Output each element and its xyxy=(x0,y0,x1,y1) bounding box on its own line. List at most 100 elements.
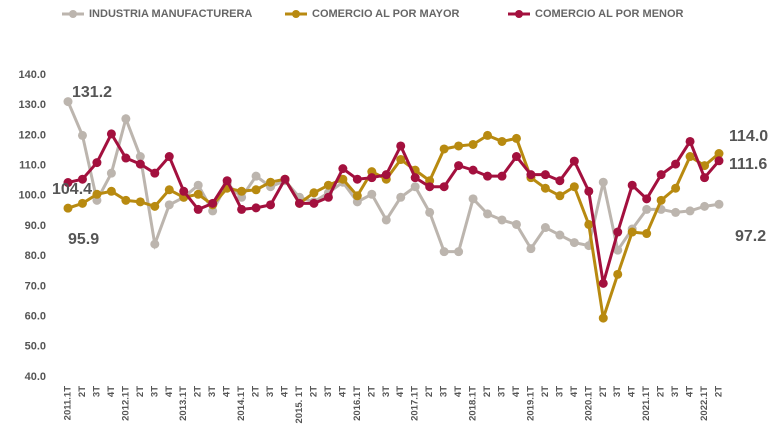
y-tick-label: 100.0 xyxy=(18,190,46,202)
data-point xyxy=(497,136,507,146)
data-point xyxy=(613,245,623,255)
x-tick-label: 2011.1T xyxy=(63,386,74,421)
data-point xyxy=(251,203,261,213)
x-tick-label: 2013.1T xyxy=(178,386,189,421)
data-point xyxy=(381,170,391,180)
data-point xyxy=(497,215,507,225)
series-line xyxy=(67,130,721,284)
data-point xyxy=(569,156,579,166)
data-point xyxy=(584,186,594,196)
data-point xyxy=(135,197,145,207)
x-tick-label: 2T xyxy=(656,386,667,397)
data-point xyxy=(627,227,637,237)
data-point xyxy=(77,130,87,140)
y-tick-label: 60.0 xyxy=(25,311,46,323)
data-point xyxy=(671,159,681,169)
data-point xyxy=(540,183,550,193)
data-point xyxy=(598,177,608,187)
x-tick-label: 2T xyxy=(308,386,319,397)
data-point xyxy=(642,204,652,214)
x-tick-label: 4T xyxy=(280,386,291,397)
x-tick-label: 4T xyxy=(337,386,348,397)
annotation: 111.6 xyxy=(729,156,767,173)
data-point xyxy=(569,238,579,248)
y-tick-label: 50.0 xyxy=(25,341,46,353)
data-point xyxy=(323,192,333,202)
data-point xyxy=(468,194,478,204)
data-point xyxy=(396,192,406,202)
data-point xyxy=(685,152,695,162)
data-point xyxy=(121,114,131,124)
data-point xyxy=(251,185,261,195)
data-point xyxy=(193,180,203,190)
data-point xyxy=(454,161,464,171)
data-point xyxy=(700,173,710,183)
data-point xyxy=(352,174,362,184)
data-point xyxy=(338,164,348,174)
x-tick-label: 3T xyxy=(149,386,160,397)
data-point xyxy=(121,153,131,163)
data-point xyxy=(135,152,145,162)
x-tick-label: 3T xyxy=(265,386,276,397)
data-point xyxy=(396,141,406,151)
x-tick-label: 2T xyxy=(540,386,551,397)
data-point xyxy=(613,227,623,237)
data-point xyxy=(714,149,724,159)
x-tick-label: 4T xyxy=(569,386,580,397)
data-point xyxy=(77,174,87,184)
data-point xyxy=(685,206,695,216)
legend-label: COMERCIO AL POR MENOR xyxy=(535,8,684,20)
annotation: 131.2 xyxy=(72,84,112,101)
data-point xyxy=(164,200,174,210)
data-point xyxy=(63,97,73,107)
data-point xyxy=(642,194,652,204)
data-point xyxy=(700,201,710,211)
data-point xyxy=(555,230,565,240)
x-tick-label: 4T xyxy=(222,386,233,397)
annotation: 95.9 xyxy=(68,231,99,248)
data-point xyxy=(454,141,464,151)
annotation: 97.2 xyxy=(735,228,766,245)
x-tick-label: 3T xyxy=(612,386,623,397)
x-tick-label: 3T xyxy=(670,386,681,397)
data-point xyxy=(179,186,189,196)
data-point xyxy=(613,269,623,279)
data-point xyxy=(671,207,681,217)
x-tick-label: 2021.1T xyxy=(641,386,652,421)
y-tick-label: 80.0 xyxy=(25,250,46,262)
data-point xyxy=(106,186,116,196)
y-tick-label: 40.0 xyxy=(25,371,46,383)
x-tick-label: 4T xyxy=(453,386,464,397)
x-tick-label: 4T xyxy=(106,386,117,397)
data-point xyxy=(135,159,145,169)
data-point xyxy=(468,139,478,149)
data-point xyxy=(511,219,521,229)
data-point xyxy=(381,215,391,225)
legend-marker xyxy=(69,10,77,18)
data-point xyxy=(425,207,435,217)
x-tick-label: 2022.1T xyxy=(699,386,710,421)
x-tick-label: 2T xyxy=(77,386,88,397)
data-point xyxy=(150,168,160,178)
data-point xyxy=(208,198,218,208)
data-point xyxy=(338,174,348,184)
y-tick-label: 70.0 xyxy=(25,280,46,292)
annotation: 104.4 xyxy=(52,181,92,198)
x-tick-label: 3T xyxy=(439,386,450,397)
x-tick-label: 2014.1T xyxy=(236,386,247,421)
x-tick-label: 2T xyxy=(482,386,493,397)
data-point xyxy=(77,198,87,208)
data-point xyxy=(266,177,276,187)
data-point xyxy=(685,136,695,146)
x-tick-label: 2T xyxy=(193,386,204,397)
y-tick-label: 130.0 xyxy=(18,99,46,111)
data-point xyxy=(222,176,232,186)
x-tick-label: 2020.1T xyxy=(583,386,594,421)
data-point xyxy=(323,180,333,190)
data-point xyxy=(280,174,290,184)
data-point xyxy=(656,170,666,180)
x-tick-label: 3T xyxy=(497,386,508,397)
data-point xyxy=(671,183,681,193)
data-point xyxy=(150,239,160,249)
data-point xyxy=(425,182,435,192)
